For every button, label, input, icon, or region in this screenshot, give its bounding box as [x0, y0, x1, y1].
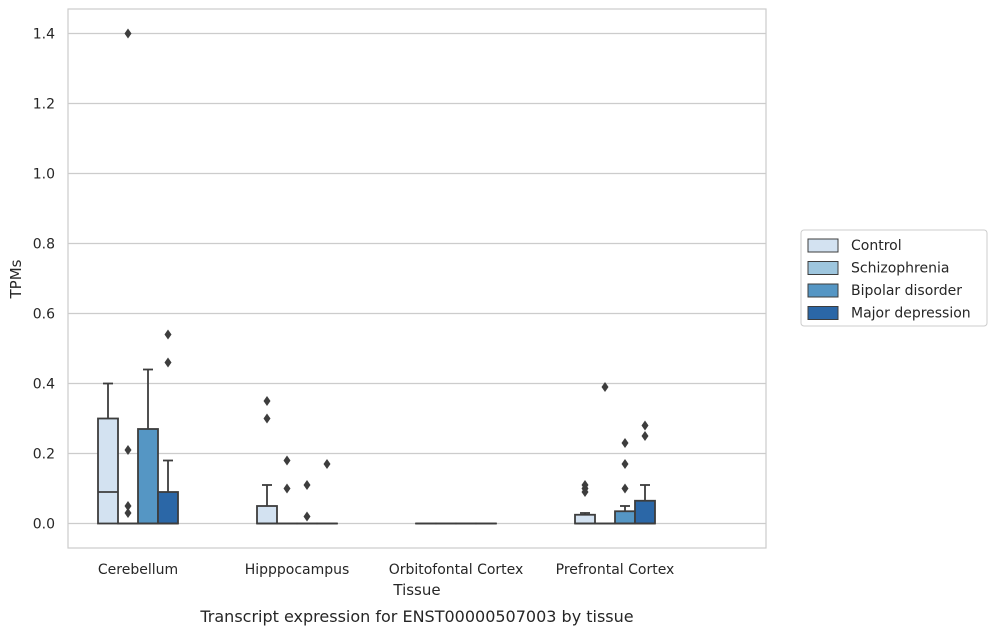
chart-title: Transcript expression for ENST0000050700… — [199, 607, 633, 626]
y-tick-label: 0.4 — [33, 377, 55, 393]
y-tick-label: 0.2 — [33, 447, 55, 463]
legend-item: Control — [808, 238, 902, 254]
box-body — [635, 501, 655, 524]
y-tick-label: 0.6 — [33, 307, 55, 323]
x-tick-label: Cerebellum — [98, 562, 178, 578]
legend-label: Control — [851, 238, 902, 254]
box-body — [257, 506, 277, 524]
x-axis-label: Tissue — [392, 581, 440, 599]
legend-item: Major depression — [808, 306, 971, 322]
legend-label: Bipolar disorder — [851, 283, 962, 299]
box-body — [138, 429, 158, 524]
legend-label: Schizophrenia — [851, 261, 949, 277]
y-tick-label: 1.2 — [33, 97, 55, 113]
y-tick-label: 0.0 — [33, 517, 55, 533]
legend-label: Major depression — [851, 306, 971, 322]
box-body — [158, 492, 178, 524]
y-tick-label: 1.4 — [33, 27, 55, 43]
box-body — [98, 419, 118, 524]
x-tick-label: Hipppocampus — [245, 562, 350, 578]
box-body — [615, 511, 635, 523]
legend-item: Bipolar disorder — [808, 283, 962, 299]
legend-swatch — [808, 262, 838, 275]
y-tick-label: 1.0 — [33, 167, 55, 183]
x-tick-label: Orbitofontal Cortex — [389, 562, 524, 578]
legend-swatch — [808, 307, 838, 320]
legend: Control Schizophrenia Bipolar disorder Majo… — [801, 230, 987, 326]
x-tick-label: Prefrontal Cortex — [556, 562, 675, 578]
legend-item: Schizophrenia — [808, 261, 949, 277]
box-body — [575, 515, 595, 524]
y-tick-label: 0.8 — [33, 237, 55, 253]
y-axis-label: TPMs — [7, 259, 25, 299]
legend-swatch — [808, 284, 838, 297]
legend-swatch — [808, 239, 838, 252]
